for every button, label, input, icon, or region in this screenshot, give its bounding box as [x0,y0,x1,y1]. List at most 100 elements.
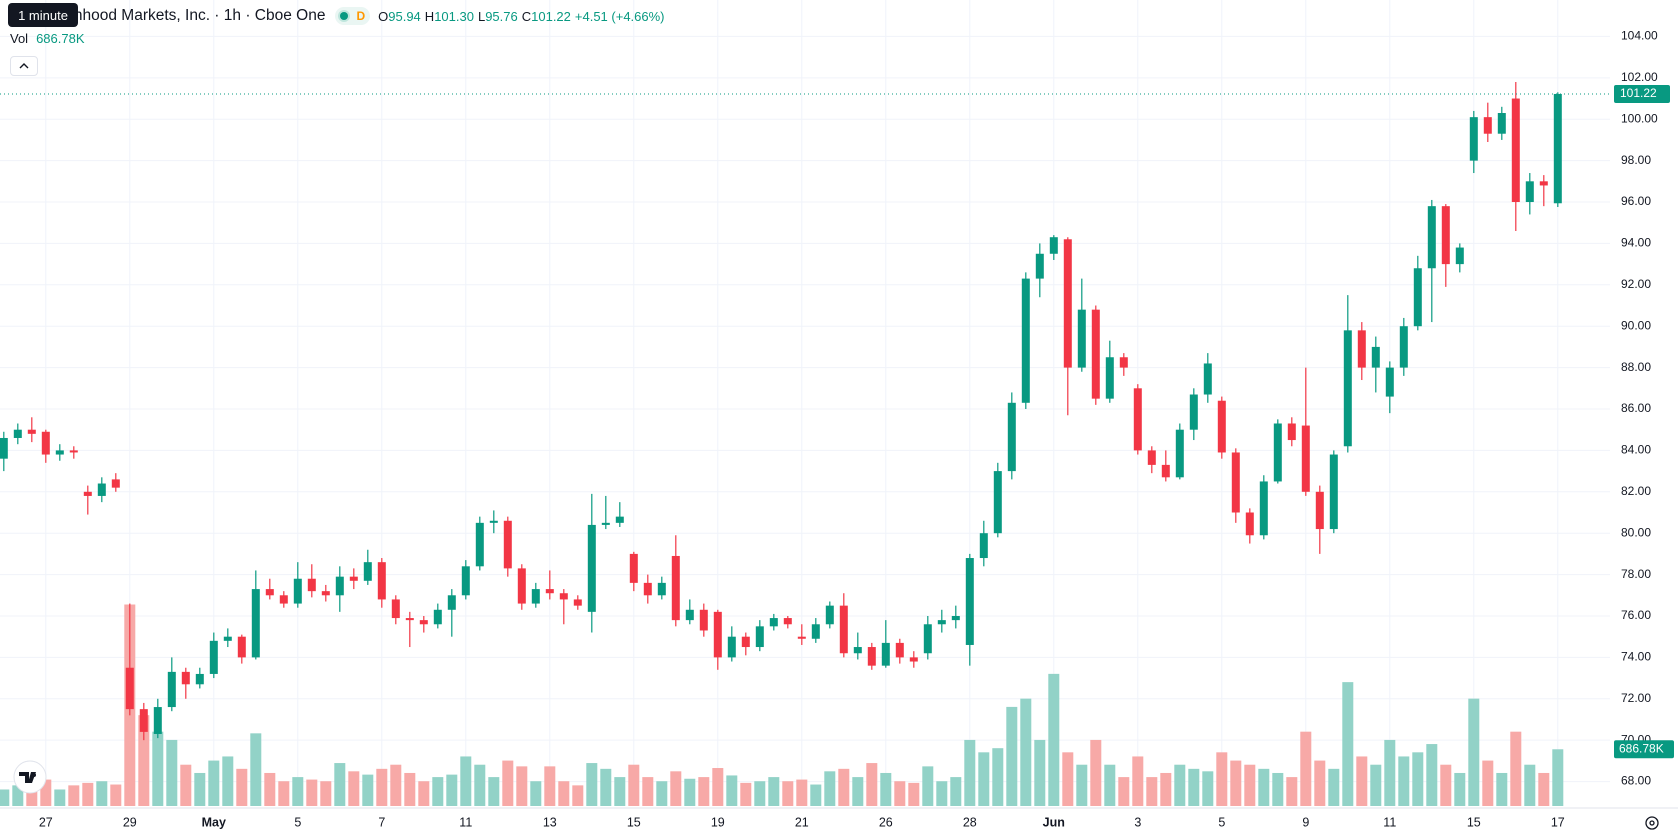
candle-body [1287,423,1296,441]
volume-bar [838,768,850,806]
candle-body [1497,113,1506,134]
volume-bar [558,781,570,806]
tooltip: 1 minute [8,3,78,27]
volume-bar [1482,760,1494,806]
volume-bar [586,763,598,806]
volume-bar [68,785,80,806]
volume-bar [1076,764,1088,806]
volume-bar [768,777,780,806]
volume-bar [194,772,206,806]
status-badge[interactable]: D [335,7,371,25]
symbol-title[interactable]: Robinhood Markets, Inc. · 1h · Cboe One [42,7,326,24]
candle-body [1063,239,1072,368]
volume-bar [1174,764,1186,806]
candle-body [1091,309,1100,399]
volume-bar [1146,777,1158,806]
candle-body [321,591,330,596]
candle-body [517,568,526,604]
candle-body [769,618,778,627]
candle-body [629,553,638,583]
candle-body [447,595,456,610]
volume-bar [894,781,906,806]
volume-bar [698,777,710,806]
price-badge-label: 101.22 [1620,86,1657,100]
volume-bar [320,781,332,806]
candle-body [685,609,694,621]
volume-bar [460,756,472,806]
x-tick-label: 29 [123,815,137,829]
volume-bar [278,781,290,806]
high-value: 101.30 [434,8,474,24]
volume-bar [110,784,122,806]
volume-bar [726,775,738,806]
candle-body [181,671,190,685]
volume-bar [628,764,640,806]
x-tick-label: 5 [1218,815,1225,829]
candle-body [1539,181,1548,186]
candle-body [783,618,792,625]
candle-body [741,636,750,648]
candle-body [1147,450,1156,465]
volume-bar [1370,764,1382,806]
candle-body [909,657,918,662]
volume-bar [712,768,724,806]
candle-body [643,582,652,596]
candle-body [713,611,722,658]
gear-hub [1649,820,1655,826]
volume-bar [642,777,654,806]
collapse-button[interactable] [10,56,38,76]
candle-body [1203,363,1212,395]
volume-label: Vol [10,31,29,46]
volume-bar [40,779,52,806]
tradingview-logo [13,760,47,794]
volume-bar [1048,673,1060,806]
candle-body [265,589,274,596]
volume-bar [1426,744,1438,806]
low-value: 95.76 [485,8,518,24]
candle-body [153,707,162,734]
volume-bar [1524,764,1536,806]
volume-bar [1538,772,1550,806]
candle-body [307,578,316,592]
x-tick-label: 3 [1134,815,1141,829]
open-label: O [378,8,389,24]
settings-icon[interactable] [1645,816,1659,830]
volume-bar [96,781,108,806]
candle-body [251,589,260,658]
candle-body [797,636,806,639]
x-tick-label: 15 [1467,815,1481,829]
volume-bar [1496,772,1508,806]
volume-bar [1342,682,1354,806]
candle-body [1399,326,1408,368]
volume-legend: Vol 686.78K [10,31,85,46]
volume-bar [1272,772,1284,806]
volume-bar [138,715,150,806]
candle-body [279,595,288,604]
volume-bar [404,772,416,806]
volume-bar [1384,739,1396,806]
volume-bar [1398,756,1410,806]
candle-body [377,562,386,600]
candle-body [811,624,820,639]
volume-bar [1216,752,1228,806]
x-tick-label: 11 [1383,815,1396,829]
volume-bar [516,766,528,806]
volume-bar [1454,772,1466,806]
y-tick-label: 98.00 [1621,153,1651,167]
volume-bar [782,781,794,806]
volume-bar [992,748,1004,806]
candle-body [1483,117,1492,134]
volume-bar [390,764,402,806]
candle-body [937,620,946,625]
volume-bar [54,789,66,806]
volume-bar [1034,739,1046,806]
volume-bar [432,777,444,806]
volume-bar [754,781,766,806]
candle-body [1077,309,1086,368]
candle-body [1427,206,1436,269]
volume-bar [1314,760,1326,806]
y-tick-label: 84.00 [1621,443,1651,457]
volume-bar [1006,706,1018,806]
candle-body [41,431,50,455]
volume-bar [292,777,304,806]
